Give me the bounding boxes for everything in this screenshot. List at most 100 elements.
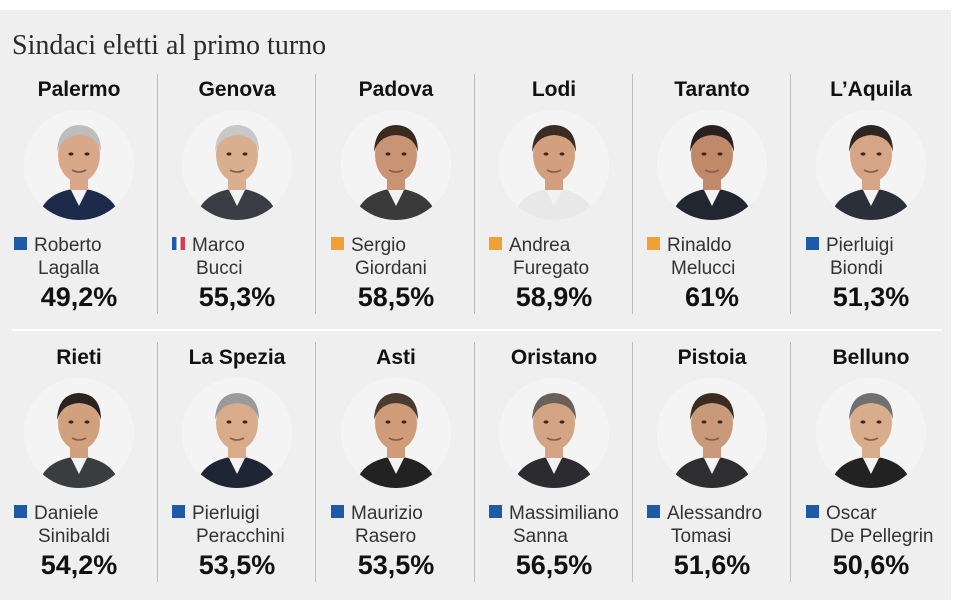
mayor-name: Alessandro Tomasi <box>647 502 789 548</box>
mayor-photo <box>182 110 292 220</box>
mayor-last-name: Sinibaldi <box>38 526 110 547</box>
party-color-swatch <box>647 505 660 518</box>
mayor-photo <box>182 378 292 488</box>
party-color-swatch <box>172 237 185 250</box>
mayor-photo <box>341 378 451 488</box>
party-color-swatch <box>172 505 185 518</box>
mayor-first-name: Alessandro <box>667 503 763 524</box>
mayor-first-name: Sergio <box>351 235 406 256</box>
vote-percentage: 55,3% <box>198 282 276 312</box>
mayor-card: Oristano Massimiliano Sanna 56,5% <box>475 336 633 586</box>
mayor-last-name: Furegato <box>513 258 590 279</box>
city-name: Padova <box>358 78 434 101</box>
mayor-photo <box>499 110 609 220</box>
mayor-photo <box>816 110 926 220</box>
party-color-swatch <box>489 505 502 518</box>
mayor-last-name: De Pellegrin <box>830 526 934 547</box>
mayor-photo <box>499 378 609 488</box>
vote-percentage: 53,5% <box>198 550 276 580</box>
vote-percentage: 58,5% <box>357 282 435 312</box>
mayors-row-1: Palermo Roberto Lagalla 49,2% Genova Marco Buc… <box>0 68 951 318</box>
city-name: Asti <box>376 346 416 369</box>
mayor-last-name: Sanna <box>513 526 568 547</box>
mayor-photo <box>341 110 451 220</box>
city-name: Belluno <box>832 346 910 369</box>
mayor-first-name: Maurizio <box>351 503 423 524</box>
infographic-title: Sindaci eletti al primo turno <box>12 30 327 61</box>
city-name: Genova <box>198 78 276 101</box>
mayor-card: Rieti Daniele Sinibaldi 54,2% <box>0 336 158 586</box>
mayor-card: Lodi Andrea Furegato 58,9% <box>475 68 633 318</box>
mayor-photo <box>657 378 767 488</box>
party-color-swatch <box>14 237 27 250</box>
mayor-first-name: Rinaldo <box>667 235 732 256</box>
mayor-photo <box>657 110 767 220</box>
column-divider <box>790 74 791 314</box>
city-name: Palermo <box>37 78 121 101</box>
mayor-last-name: Bucci <box>196 258 243 279</box>
city-name: Oristano <box>510 346 598 369</box>
vote-percentage: 54,2% <box>40 550 118 580</box>
mayor-card: La Spezia Pierluigi Peracchini 53,5% <box>158 336 316 586</box>
vote-percentage: 61% <box>684 282 740 312</box>
mayor-name: Oscar De Pellegrin <box>806 502 948 548</box>
mayor-name: Maurizio Rasero <box>331 502 473 548</box>
vote-percentage: 58,9% <box>515 282 593 312</box>
mayor-card: Pistoia Alessandro Tomasi 51,6% <box>633 336 791 586</box>
mayor-name: Rinaldo Melucci <box>647 234 789 280</box>
mayor-first-name: Massimiliano <box>509 503 619 524</box>
party-color-swatch <box>489 237 502 250</box>
column-divider <box>315 74 316 314</box>
city-name: Rieti <box>56 346 102 369</box>
vote-percentage: 51,3% <box>832 282 910 312</box>
party-color-swatch <box>331 505 344 518</box>
mayor-photo <box>24 110 134 220</box>
party-color-swatch <box>806 505 819 518</box>
mayor-last-name: Tomasi <box>671 526 732 547</box>
column-divider <box>157 342 158 582</box>
city-name: La Spezia <box>188 346 286 369</box>
mayor-name: Daniele Sinibaldi <box>14 502 156 548</box>
mayor-last-name: Peracchini <box>196 526 285 547</box>
mayor-name: Andrea Furegato <box>489 234 631 280</box>
mayor-name: Pierluigi Biondi <box>806 234 948 280</box>
column-divider <box>315 342 316 582</box>
column-divider <box>157 74 158 314</box>
mayor-card: Belluno Oscar De Pellegrin 50,6% <box>792 336 950 586</box>
mayor-card: Palermo Roberto Lagalla 49,2% <box>0 68 158 318</box>
mayor-photo <box>816 378 926 488</box>
party-color-swatch <box>331 237 344 250</box>
mayor-card: Padova Sergio Giordani 58,5% <box>317 68 475 318</box>
vote-percentage: 51,6% <box>673 550 751 580</box>
mayor-card: Genova Marco Bucci 55,3% <box>158 68 316 318</box>
vote-percentage: 50,6% <box>832 550 910 580</box>
column-divider <box>474 342 475 582</box>
party-color-swatch <box>647 237 660 250</box>
city-name: Taranto <box>674 78 750 101</box>
mayor-last-name: Melucci <box>671 258 736 279</box>
mayor-first-name: Pierluigi <box>192 503 260 524</box>
mayor-last-name: Giordani <box>355 258 427 279</box>
mayor-last-name: Rasero <box>355 526 417 547</box>
city-name: L’Aquila <box>830 78 912 101</box>
column-divider <box>790 342 791 582</box>
mayor-first-name: Marco <box>192 235 245 256</box>
mayor-name: Pierluigi Peracchini <box>172 502 314 548</box>
mayor-card: Asti Maurizio Rasero 53,5% <box>317 336 475 586</box>
mayor-first-name: Pierluigi <box>826 235 894 256</box>
mayor-last-name: Lagalla <box>38 258 100 279</box>
mayor-name: Roberto Lagalla <box>14 234 156 280</box>
column-divider <box>632 74 633 314</box>
mayor-name: Sergio Giordani <box>331 234 473 280</box>
party-color-swatch <box>806 237 819 250</box>
mayors-row-2: Rieti Daniele Sinibaldi 54,2% La Spezia Pierl… <box>0 336 951 586</box>
mayor-first-name: Roberto <box>34 235 102 256</box>
mayor-name: Massimiliano Sanna <box>489 502 631 548</box>
mayor-photo <box>24 378 134 488</box>
column-divider <box>474 74 475 314</box>
mayor-first-name: Daniele <box>34 503 99 524</box>
city-name: Lodi <box>531 78 577 101</box>
mayor-card: L’Aquila Pierluigi Biondi 51,3% <box>792 68 950 318</box>
mayor-first-name: Oscar <box>826 503 877 524</box>
vote-percentage: 53,5% <box>357 550 435 580</box>
